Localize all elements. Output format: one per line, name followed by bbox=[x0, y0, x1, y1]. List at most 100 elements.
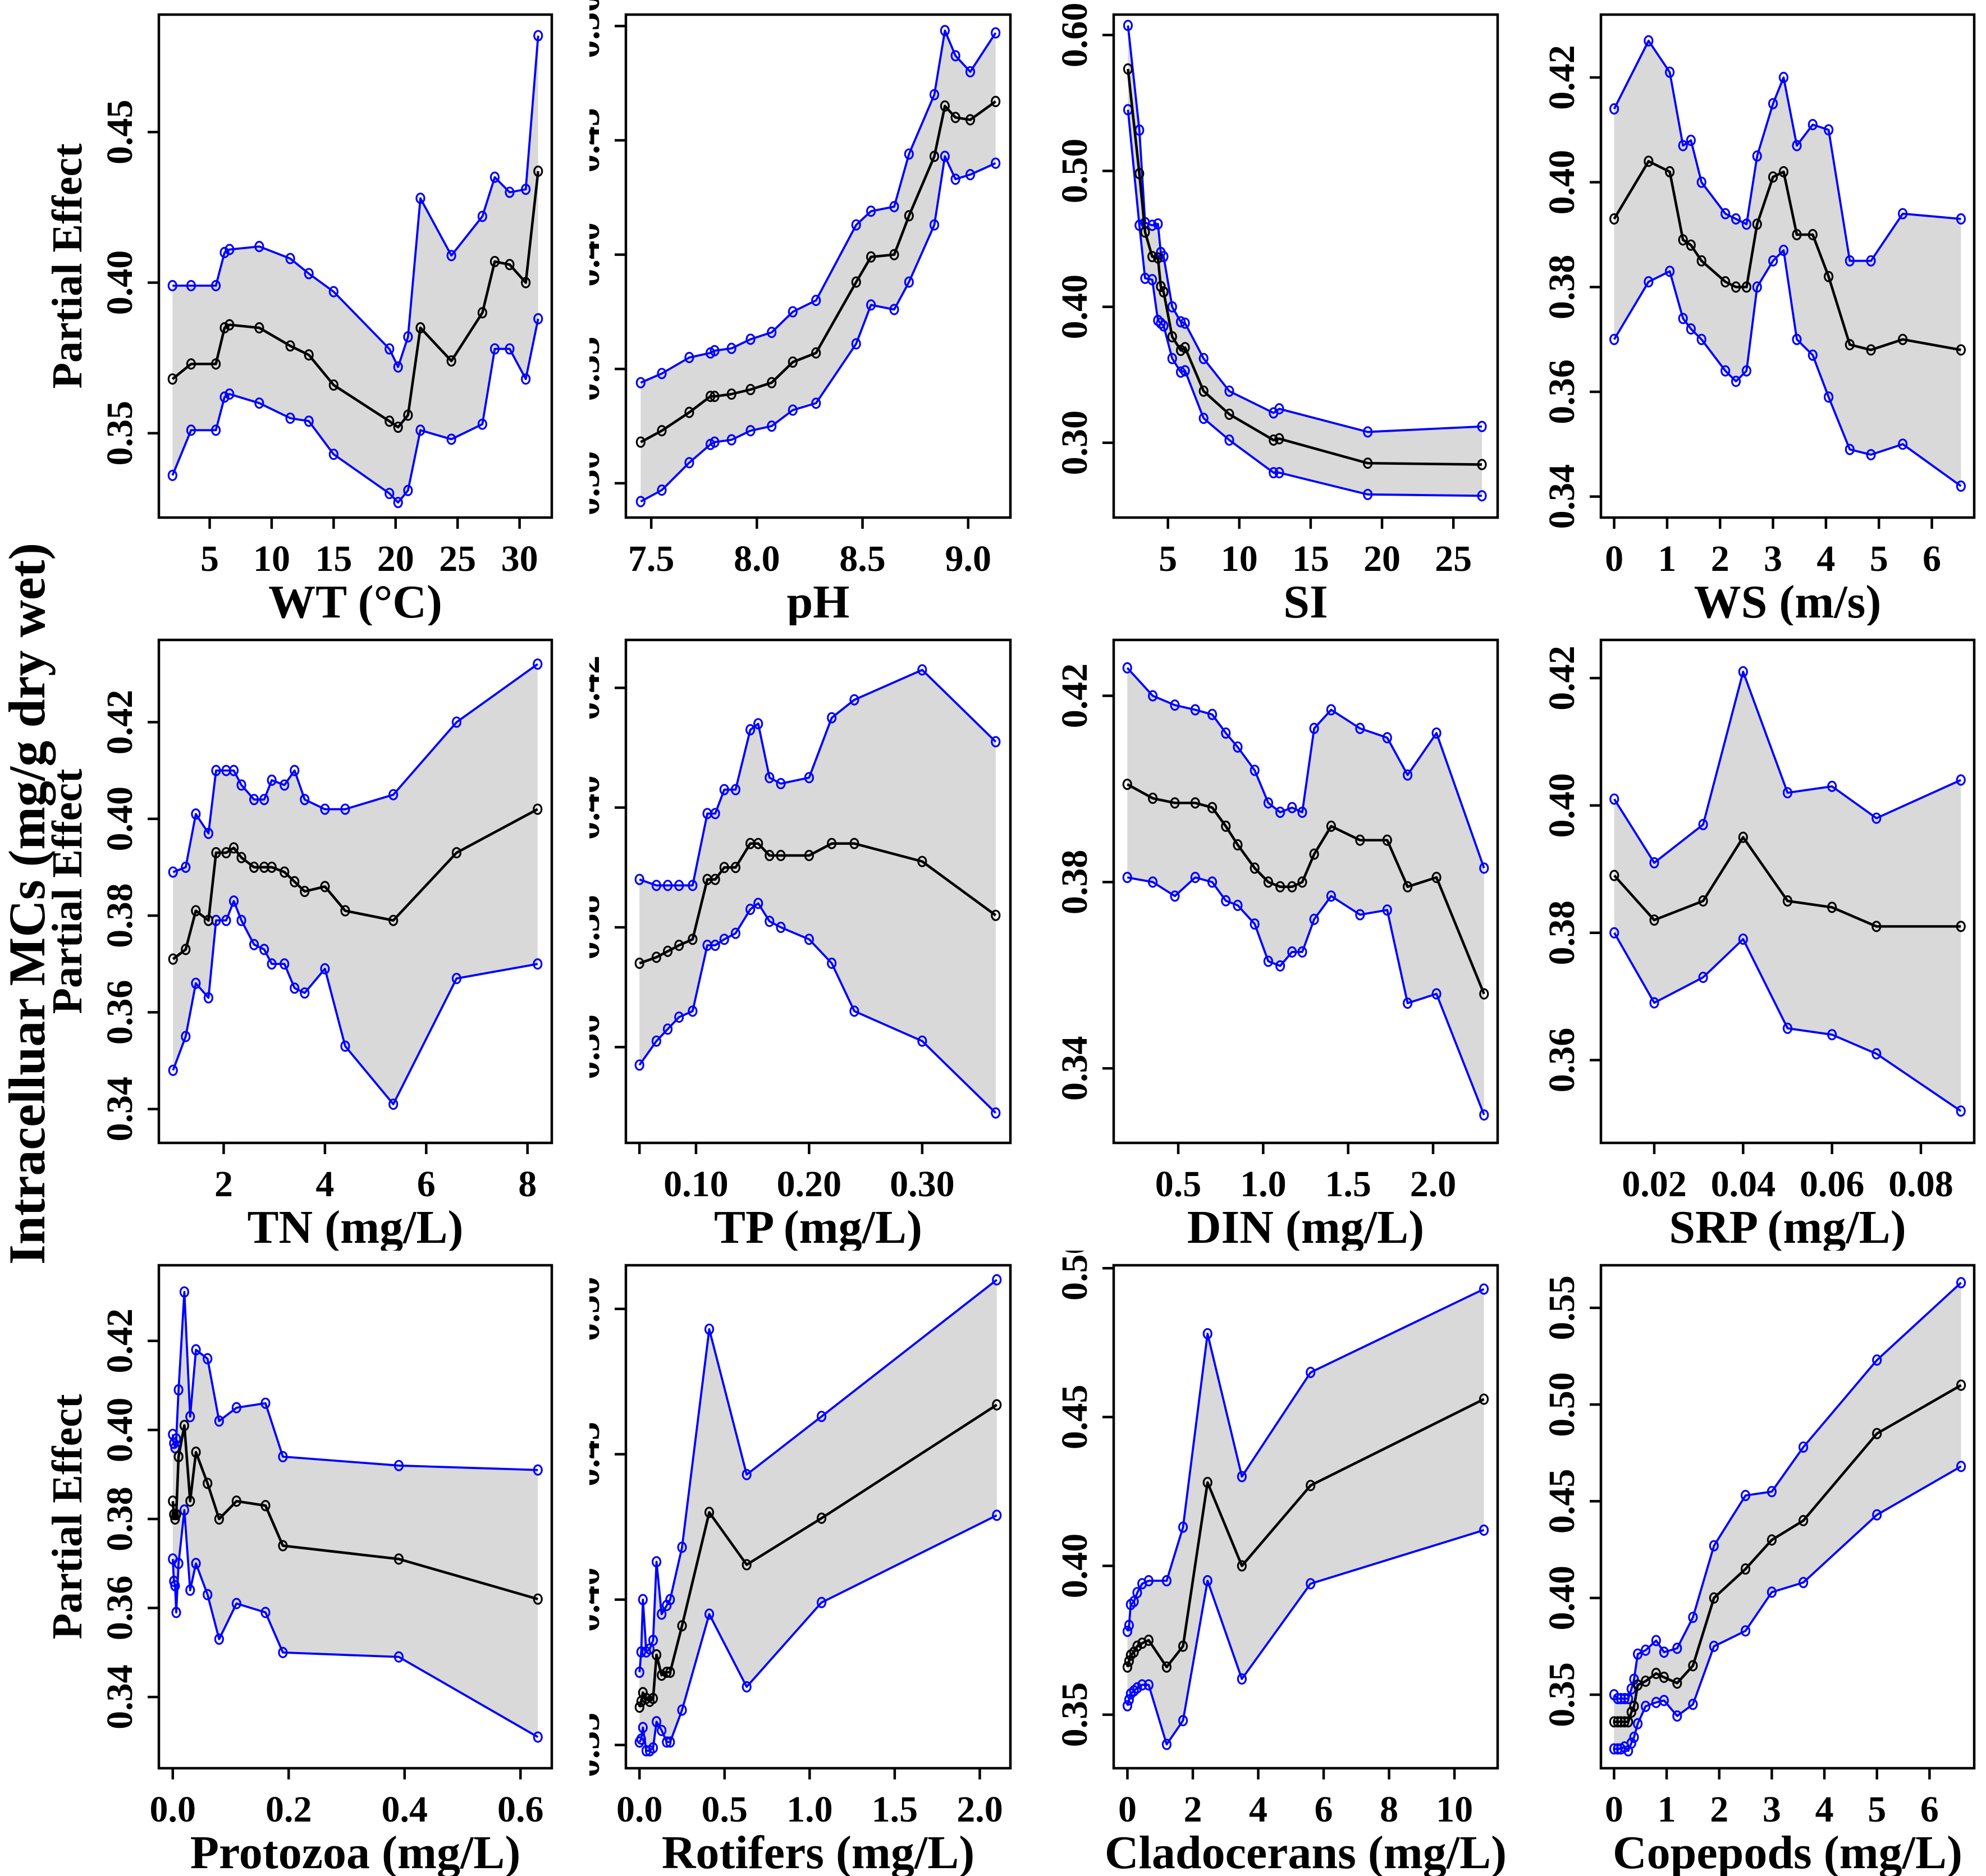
mean-marker bbox=[1122, 779, 1132, 790]
upper-ci-marker bbox=[704, 1323, 715, 1335]
upper-ci-marker bbox=[1479, 1283, 1489, 1295]
x-tick-label: 25 bbox=[1435, 538, 1472, 579]
upper-ci-marker bbox=[1326, 704, 1336, 716]
x-tick-label: 10 bbox=[253, 538, 290, 579]
upper-ci-marker bbox=[1161, 1575, 1172, 1587]
mean-line bbox=[1613, 836, 1961, 928]
x-axis-title: Copepods (mg/L) bbox=[1613, 1827, 1962, 1876]
upper-ci-marker bbox=[1738, 666, 1748, 678]
mean-marker bbox=[168, 1495, 178, 1507]
mean-marker bbox=[1688, 1660, 1698, 1672]
y-tick-label: 0.35 bbox=[589, 1713, 607, 1778]
lower-ci-marker bbox=[1798, 1577, 1809, 1589]
upper-ci-marker bbox=[340, 803, 350, 815]
x-tick-label: 4 bbox=[1816, 538, 1835, 579]
lower-ci-line bbox=[638, 902, 997, 1114]
mean-marker bbox=[278, 1540, 288, 1552]
upper-ci-marker bbox=[203, 1353, 213, 1365]
y-tick-label: 0.35 bbox=[1549, 1662, 1582, 1727]
upper-ci-marker bbox=[745, 724, 756, 736]
x-tick-label: 15 bbox=[1292, 538, 1329, 579]
mean-marker bbox=[1479, 988, 1489, 1000]
x-axis-title: Protozoa (mg/L) bbox=[190, 1827, 521, 1876]
lower-ci-marker bbox=[191, 977, 201, 989]
x-tick-label: 10 bbox=[1221, 538, 1258, 579]
upper-ci-marker bbox=[211, 765, 221, 776]
plot-box bbox=[1599, 638, 1976, 1145]
plot-box bbox=[624, 1264, 1012, 1770]
plot-rotifers: 0.0 0.5 1.0 1.5 2.0 0.35 0.40 0.45 0.50 Rotifers … bbox=[589, 1251, 1062, 1876]
lower-ci-marker bbox=[236, 914, 246, 926]
lower-ci-marker bbox=[1180, 365, 1190, 377]
y-tick-label: 0.38 bbox=[1062, 850, 1095, 915]
lower-ci-marker bbox=[280, 958, 290, 970]
lower-ci-marker bbox=[1688, 1699, 1698, 1710]
upper-ci-marker bbox=[684, 351, 694, 364]
upper-ci-marker bbox=[320, 803, 330, 815]
mean-marker bbox=[249, 861, 259, 873]
x-tick-label: 0 bbox=[1118, 1789, 1137, 1830]
upper-ci-marker bbox=[710, 345, 720, 356]
mean-marker bbox=[816, 1512, 827, 1524]
upper-ci-marker bbox=[1147, 219, 1157, 231]
upper-ci-marker bbox=[415, 193, 425, 204]
mean-marker bbox=[1767, 1534, 1777, 1546]
upper-ci-marker bbox=[1402, 769, 1413, 781]
mean-marker bbox=[1306, 1480, 1316, 1491]
x-tick-label: 0.4 bbox=[382, 1789, 428, 1830]
mean-marker bbox=[179, 1420, 190, 1431]
lower-ci-marker bbox=[726, 434, 736, 446]
mean-marker bbox=[304, 349, 314, 361]
lower-ci-marker bbox=[1632, 1718, 1643, 1729]
mean-marker bbox=[992, 1399, 1002, 1411]
x-tick-label: 20 bbox=[377, 538, 414, 579]
ci-band bbox=[1614, 671, 1961, 1111]
upper-ci-marker bbox=[765, 772, 775, 784]
x-tick-label: 0.04 bbox=[1711, 1164, 1776, 1205]
mean-marker bbox=[1738, 831, 1748, 843]
mean-marker bbox=[181, 944, 191, 955]
y-tick-label: 0.36 bbox=[99, 1576, 140, 1641]
plot-wt: 5 10 15 20 25 30 0.35 0.40 0.45 WT (°C) Partial Ef… bbox=[0, 0, 589, 625]
lower-ci-marker bbox=[505, 343, 515, 355]
upper-ci-marker bbox=[1688, 1612, 1698, 1623]
upper-ci-marker bbox=[635, 377, 646, 388]
upper-ci-line bbox=[1613, 39, 1961, 262]
upper-ci-marker bbox=[1696, 176, 1706, 188]
mean-marker bbox=[1143, 1634, 1154, 1646]
lower-ci-marker bbox=[203, 992, 214, 1004]
mean-marker bbox=[1898, 333, 1908, 345]
mean-marker bbox=[211, 358, 221, 370]
lower-ci-marker bbox=[767, 420, 777, 432]
mean-marker bbox=[285, 340, 295, 352]
lower-ci-marker bbox=[1686, 323, 1696, 335]
plot-box bbox=[1599, 1264, 1976, 1770]
upper-ci-marker bbox=[1237, 1471, 1247, 1483]
mean-marker bbox=[191, 1446, 201, 1458]
mean-line bbox=[1613, 160, 1961, 351]
lower-ci-marker bbox=[1143, 1679, 1154, 1691]
plot-ph-canvas: 7.5 8.0 8.5 9.0 0.30 0.35 0.40 0.45 0.50 pH bbox=[589, 0, 1012, 625]
mean-marker bbox=[635, 436, 646, 448]
upper-ci-marker bbox=[225, 244, 235, 255]
mean-marker bbox=[917, 855, 927, 867]
upper-ci-marker bbox=[254, 241, 264, 253]
mean-marker bbox=[231, 1495, 241, 1507]
mean-marker bbox=[1134, 168, 1145, 180]
lower-ci-marker bbox=[221, 914, 231, 926]
lower-ci-marker bbox=[388, 1098, 399, 1110]
lower-ci-marker bbox=[203, 1589, 213, 1600]
lower-ci-marker bbox=[745, 903, 756, 916]
y-tick-label: 0.42 bbox=[1062, 664, 1095, 729]
upper-ci-marker bbox=[1956, 213, 1966, 225]
mean-marker bbox=[776, 849, 786, 862]
lower-ci-marker bbox=[1170, 890, 1180, 902]
lower-ci-marker bbox=[1175, 366, 1186, 378]
mean-marker bbox=[904, 210, 914, 222]
lower-ci-marker bbox=[665, 1736, 675, 1748]
upper-ci-marker bbox=[505, 186, 515, 198]
mean-marker bbox=[393, 1553, 404, 1565]
upper-ci-line bbox=[638, 1279, 997, 1673]
upper-ci-marker bbox=[638, 1594, 648, 1605]
